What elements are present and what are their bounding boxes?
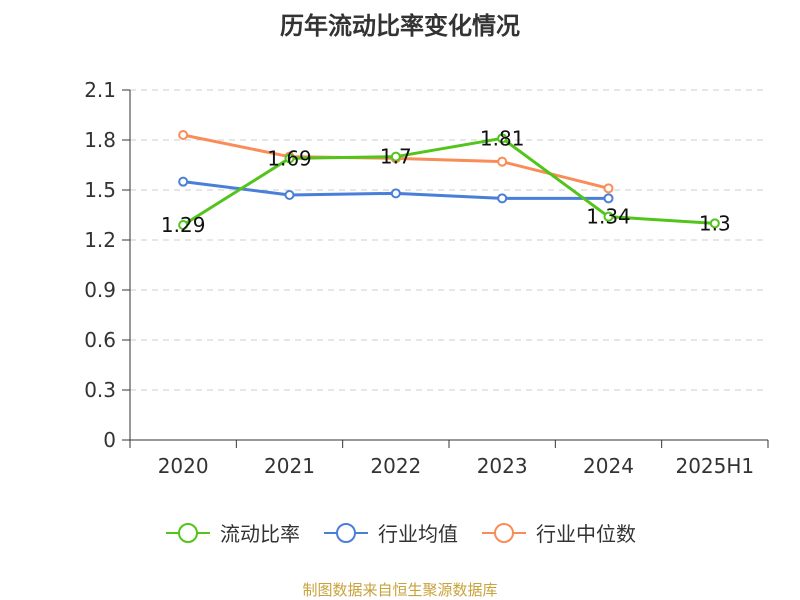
y-tick-label: 2.1 <box>84 78 116 102</box>
legend: 流动比率 行业均值 行业中位数 <box>0 518 800 547</box>
data-point <box>603 183 614 194</box>
legend-item[interactable]: 行业中位数 <box>480 518 636 547</box>
x-tick-label: 2020 <box>158 454 209 478</box>
data-label: 1.81 <box>480 126 525 150</box>
legend-circle <box>336 522 356 543</box>
x-tick-label: 2022 <box>370 454 421 478</box>
data-point <box>603 193 614 204</box>
x-tick-label: 2025H1 <box>675 454 754 478</box>
legend-item[interactable]: 流动比率 <box>164 518 300 547</box>
legend-circle <box>178 522 198 543</box>
y-tick-label: 0.9 <box>84 278 116 302</box>
data-point <box>497 133 508 144</box>
data-point <box>497 193 508 204</box>
data-point <box>390 188 401 199</box>
series-line-0 <box>182 136 715 227</box>
data-point <box>390 151 401 162</box>
data-label: 1.69 <box>267 146 312 170</box>
legend-item[interactable]: 行业均值 <box>322 518 458 547</box>
y-tick-label: 1.5 <box>84 178 116 202</box>
data-point <box>178 176 189 187</box>
legend-marker-icon <box>166 522 210 543</box>
y-tick-label: 0.3 <box>84 378 116 402</box>
data-point <box>284 190 295 200</box>
legend-label: 行业中位数 <box>536 522 636 546</box>
source-note: 制图数据来自恒生聚源数据库 <box>302 581 498 599</box>
legend-label: 流动比率 <box>220 522 300 546</box>
data-point <box>284 153 295 164</box>
data-point <box>178 220 189 230</box>
y-tick-label: 1.2 <box>84 228 116 252</box>
x-tick-label: 2021 <box>264 454 315 478</box>
y-tick-label: 0.6 <box>84 328 116 352</box>
x-tick-label: 2024 <box>583 454 634 478</box>
legend-marker-icon <box>482 522 526 543</box>
data-label: 1.7 <box>380 145 412 169</box>
data-label: 1.34 <box>586 205 631 229</box>
x-tick-label: 2023 <box>477 454 528 478</box>
legend-marker-icon <box>324 522 368 543</box>
legend-label: 行业均值 <box>378 522 458 546</box>
data-point <box>603 211 614 222</box>
y-tick-label: 0 <box>103 428 116 452</box>
plot-area: 0 0.3 0.6 0.9 1.2 1.5 1.8 2.1 2020 2021 2022 2023 20… <box>84 78 769 478</box>
data-point <box>709 218 720 229</box>
data-point <box>497 156 508 167</box>
data-label: 1.29 <box>161 213 206 237</box>
legend-circle <box>494 522 514 543</box>
data-point <box>178 130 189 140</box>
chart-title: 历年流动比率变化情况 <box>280 12 520 40</box>
data-label: 1.3 <box>699 211 731 235</box>
y-tick-label: 1.8 <box>84 128 116 152</box>
